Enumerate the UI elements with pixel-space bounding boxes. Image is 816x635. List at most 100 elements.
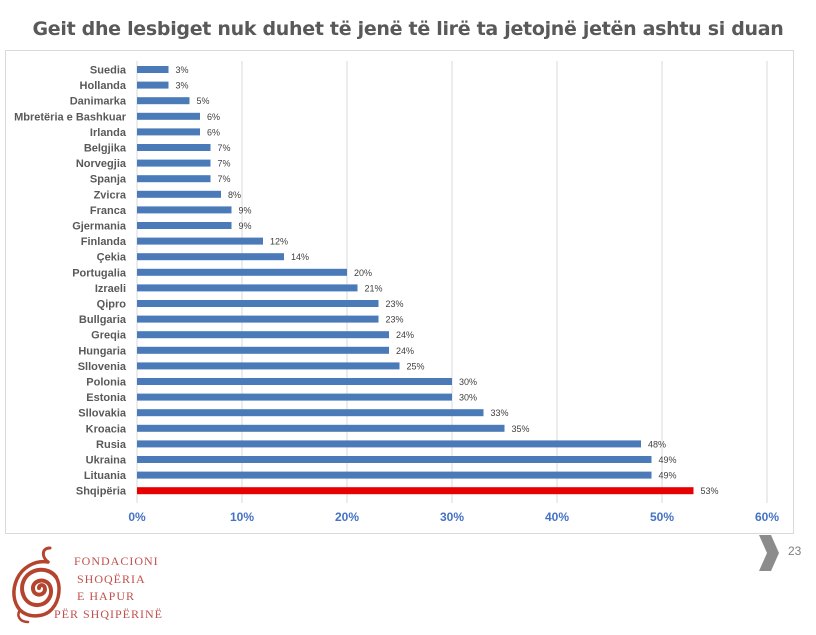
- page-number: 23: [788, 544, 802, 558]
- bar: [137, 456, 652, 463]
- data-label: 20%: [354, 268, 372, 278]
- data-label: 25%: [407, 361, 425, 371]
- bar: [137, 190, 221, 198]
- x-tick-label: 20%: [335, 510, 359, 524]
- bar: [137, 284, 358, 292]
- footer-band: [0, 536, 816, 635]
- logo-line-2: SHOQËRIA: [77, 571, 146, 586]
- x-tick-label: 60%: [755, 510, 779, 524]
- data-label: 8%: [228, 190, 241, 200]
- category-label: Irlanda: [90, 127, 127, 139]
- category-label: Ukraina: [86, 455, 127, 467]
- bar: [137, 409, 484, 417]
- bar: [137, 424, 505, 432]
- x-tick-label: 40%: [545, 510, 569, 524]
- data-label: 53%: [701, 486, 719, 496]
- bar: [137, 144, 211, 151]
- category-label: Franca: [90, 205, 127, 217]
- bar: [137, 378, 452, 385]
- bar: [137, 97, 190, 105]
- bar: [137, 112, 200, 120]
- data-label: 7%: [218, 159, 231, 169]
- logo-line-1: FONDACIONI: [74, 554, 159, 568]
- data-label: 23%: [386, 315, 404, 325]
- category-label: Estonia: [86, 392, 127, 404]
- data-label: 30%: [459, 393, 477, 403]
- category-label: Spanja: [90, 174, 127, 186]
- bar-chart: Suedia 3% Hollanda 3% Danimarka 5% Mbretëria e…: [14, 61, 779, 524]
- data-label: 24%: [396, 330, 414, 340]
- x-tick-label: 50%: [650, 510, 674, 524]
- category-label: Shqipëria: [76, 486, 127, 498]
- category-label: Hollanda: [80, 80, 127, 92]
- bar: [137, 175, 211, 183]
- data-label: 49%: [659, 455, 677, 465]
- bar: [137, 222, 232, 229]
- next-chevron-icon[interactable]: [756, 533, 780, 573]
- category-label: Sllovakia: [78, 408, 127, 420]
- bar: [137, 346, 389, 354]
- logo-line-3: E HAPUR: [77, 589, 136, 603]
- category-label: Mbretëria e Bashkuar: [14, 111, 127, 123]
- data-label: 21%: [365, 283, 383, 293]
- data-label: 3%: [176, 65, 189, 75]
- category-label: Sllovenia: [78, 361, 127, 373]
- logo-line-4: PËR SHQIPËRINË: [54, 606, 164, 621]
- data-label: 49%: [659, 471, 677, 481]
- category-label: Norvegjia: [76, 158, 127, 170]
- bar: [137, 268, 347, 276]
- data-label: 35%: [512, 424, 530, 434]
- spiral-logo-icon: [12, 546, 61, 624]
- data-label: 5%: [197, 96, 210, 106]
- category-label: Qipro: [97, 299, 127, 311]
- x-tick-label: 0%: [128, 510, 146, 524]
- bar: [137, 362, 400, 370]
- category-label: Çekia: [97, 252, 127, 264]
- logo-wordmark: FONDACIONI SHOQËRIA E HAPUR PËR SHQIPËRI…: [54, 553, 163, 623]
- x-tick-label: 10%: [230, 510, 254, 524]
- category-label: Polonia: [86, 377, 127, 389]
- bar: [137, 331, 389, 339]
- bar: [137, 471, 652, 479]
- category-label: Portugalia: [72, 267, 127, 279]
- bar: [137, 159, 211, 167]
- data-label: 9%: [239, 205, 252, 215]
- data-label: 7%: [218, 143, 231, 153]
- bar: [137, 300, 379, 307]
- x-tick-label: 30%: [440, 510, 464, 524]
- category-label: Zvicra: [94, 189, 127, 201]
- category-label: Lituania: [84, 470, 127, 482]
- data-label: 3%: [176, 81, 189, 91]
- bar: [137, 253, 284, 261]
- data-label: 6%: [207, 112, 220, 122]
- data-label: 12%: [270, 237, 288, 247]
- bar: [137, 66, 169, 73]
- data-label: 30%: [459, 377, 477, 387]
- data-label: 14%: [291, 252, 309, 262]
- data-label: 24%: [396, 346, 414, 356]
- slide-title: Geit dhe lesbiget nuk duhet të jenë të l…: [32, 18, 784, 40]
- category-label: Rusia: [96, 439, 127, 451]
- data-label: 23%: [386, 299, 404, 309]
- chart-area: Suedia 3% Hollanda 3% Danimarka 5% Mbretëria e…: [5, 50, 794, 534]
- bar: [137, 487, 694, 495]
- bar: [137, 440, 641, 448]
- data-label: 6%: [207, 127, 220, 137]
- bar: [137, 128, 200, 136]
- category-label: Suedia: [90, 65, 127, 77]
- data-label: 9%: [239, 221, 252, 231]
- category-label: Belgjika: [84, 143, 127, 155]
- data-label: 48%: [648, 439, 666, 449]
- bar: [137, 315, 379, 323]
- bar: [137, 81, 169, 89]
- bar: [137, 237, 263, 245]
- category-label: Kroacia: [86, 423, 127, 435]
- bar: [137, 206, 232, 214]
- category-label: Greqia: [91, 330, 127, 342]
- category-label: Izraeli: [95, 283, 126, 295]
- category-label: Bullgaria: [79, 314, 127, 326]
- category-label: Finlanda: [81, 236, 127, 248]
- category-label: Hungaria: [78, 345, 127, 357]
- category-label: Danimarka: [70, 96, 127, 108]
- category-label: Gjermania: [72, 221, 127, 233]
